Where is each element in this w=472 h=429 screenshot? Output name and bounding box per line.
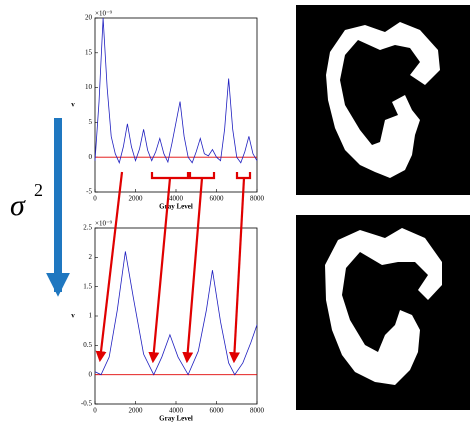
guide-arrows (95, 171, 252, 364)
y-tick-label: 0.5 (83, 341, 92, 349)
data-line (94, 17, 258, 164)
x-axis-label: Gray Level (159, 203, 193, 211)
sigma-symbol: σ (10, 189, 26, 222)
sigma-superscript: 2 (34, 180, 43, 200)
x-tick-label: 2000 (129, 195, 144, 203)
x-tick-label: 0 (93, 195, 97, 203)
binary-image-top (296, 5, 470, 195)
x-tick-label: 2000 (129, 407, 144, 415)
x-axis-label: Gray Level (159, 415, 193, 423)
y-tick-label: 0 (89, 153, 93, 161)
y-multiplier: ×10⁻⁹ (95, 220, 113, 228)
x-tick-label: 4000 (169, 407, 184, 415)
y-tick-label: -5 (86, 188, 92, 196)
y-tick-label: 5 (89, 118, 93, 126)
y-tick-label: 1 (89, 312, 93, 320)
y-axis-label: v (71, 312, 75, 320)
x-tick-label: 6000 (210, 195, 225, 203)
y-tick-label: 2 (89, 253, 93, 261)
plot-frame (94, 227, 258, 405)
x-tick-label: 8000 (250, 195, 265, 203)
binary-image-bottom (296, 215, 470, 410)
y-multiplier: ×10⁻⁹ (95, 10, 113, 18)
x-tick-label: 4000 (169, 195, 184, 203)
y-tick-label: 20 (85, 14, 93, 22)
y-tick-label: -0.5 (81, 400, 93, 408)
y-tick-label: 10 (85, 83, 93, 91)
x-tick-label: 6000 (210, 407, 225, 415)
x-tick-label: 0 (93, 407, 97, 415)
y-tick-label: 2.5 (83, 224, 92, 232)
y-tick-label: 0 (89, 370, 93, 378)
x-tick-label: 8000 (250, 407, 265, 415)
plot-frame (94, 17, 258, 193)
y-axis-label: v (71, 101, 75, 109)
data-line (94, 251, 258, 376)
y-tick-label: 15 (85, 48, 93, 56)
y-tick-label: 1.5 (83, 282, 92, 290)
